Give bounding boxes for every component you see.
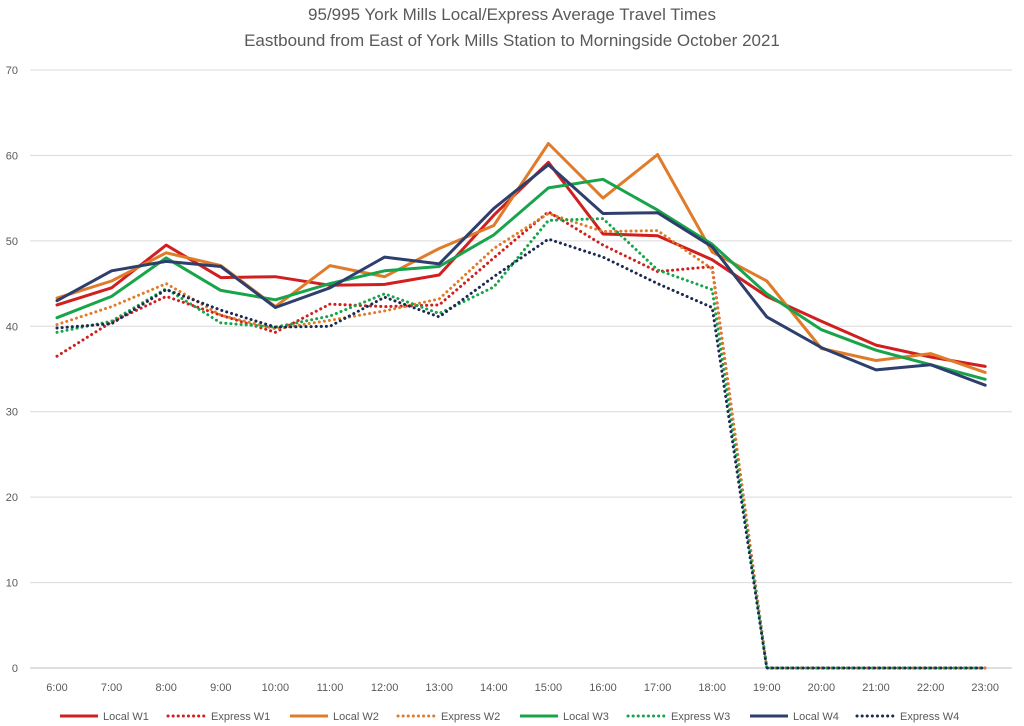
y-tick-label: 50 [6, 236, 18, 248]
chart-title: 95/995 York Mills Local/Express Average … [308, 5, 716, 24]
y-tick-label: 60 [6, 150, 18, 162]
series-lines [55, 142, 987, 670]
y-tick-label: 10 [6, 578, 18, 590]
x-axis-ticks: 6:00 7:00 8:00 9:00 10:00 11:00 12:00 13:00 14:0… [46, 682, 999, 694]
legend-item: Express W1 [166, 711, 270, 723]
x-tick-label: 12:00 [371, 682, 399, 694]
legend-label: Local W4 [793, 711, 839, 723]
series-line-express-w3 [55, 217, 987, 670]
series-line-local-w1 [55, 160, 987, 368]
x-tick-label: 14:00 [480, 682, 508, 694]
legend-item: Local W4 [750, 711, 839, 723]
x-tick-label: 17:00 [644, 682, 672, 694]
legend-item: Express W3 [626, 711, 730, 723]
y-tick-label: 70 [6, 65, 18, 77]
x-tick-label: 19:00 [753, 682, 781, 694]
x-tick-label: 22:00 [917, 682, 945, 694]
legend-label: Local W1 [103, 711, 149, 723]
series-line-express-w1 [55, 210, 987, 670]
x-tick-label: 6:00 [46, 682, 67, 694]
legend-label: Local W2 [333, 711, 379, 723]
x-tick-label: 23:00 [971, 682, 999, 694]
x-tick-label: 18:00 [698, 682, 726, 694]
x-tick-label: 20:00 [808, 682, 836, 694]
series-line-express-w2 [55, 212, 987, 670]
x-tick-label: 15:00 [535, 682, 563, 694]
legend-label: Express W4 [900, 711, 959, 723]
x-tick-label: 16:00 [589, 682, 617, 694]
x-tick-label: 9:00 [210, 682, 231, 694]
legend-item: Local W3 [520, 711, 609, 723]
legend-label: Local W3 [563, 711, 609, 723]
y-tick-label: 30 [6, 407, 18, 419]
y-tick-label: 0 [12, 663, 18, 675]
gridlines [30, 69, 1012, 669]
legend-label: Express W2 [441, 711, 500, 723]
y-tick-label: 20 [6, 492, 18, 504]
x-tick-label: 21:00 [862, 682, 890, 694]
legend-label: Express W1 [211, 711, 270, 723]
legend-item: Express W4 [855, 711, 959, 723]
x-tick-label: 8:00 [155, 682, 176, 694]
legend-label: Express W3 [671, 711, 730, 723]
series-line-local-w4 [55, 163, 987, 387]
legend: Local W1 Express W1 Local W2 Express W2 Loca… [60, 711, 959, 723]
x-tick-label: 7:00 [101, 682, 122, 694]
legend-item: Local W2 [290, 711, 379, 723]
y-axis-ticks: 0 10 20 30 40 50 60 70 [6, 65, 18, 675]
x-tick-label: 10:00 [262, 682, 290, 694]
y-tick-label: 40 [6, 321, 18, 333]
series-line-local-w3 [55, 177, 987, 381]
chart-subtitle: Eastbound from East of York Mills Statio… [244, 31, 780, 50]
legend-item: Local W1 [60, 711, 149, 723]
x-tick-label: 13:00 [425, 682, 453, 694]
legend-item: Express W2 [396, 711, 500, 723]
series-line-express-w4 [55, 237, 987, 670]
x-tick-label: 11:00 [317, 682, 344, 694]
